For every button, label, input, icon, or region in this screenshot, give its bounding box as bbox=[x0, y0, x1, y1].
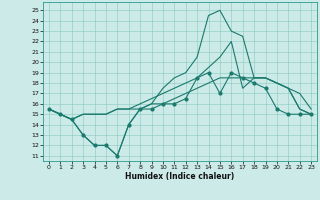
X-axis label: Humidex (Indice chaleur): Humidex (Indice chaleur) bbox=[125, 172, 235, 181]
